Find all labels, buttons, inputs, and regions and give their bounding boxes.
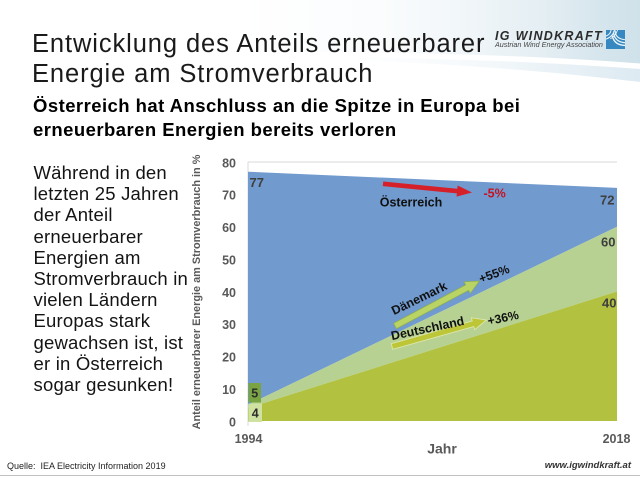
svg-text:+36%: +36% — [486, 308, 520, 328]
svg-text:2018: 2018 — [603, 432, 631, 446]
svg-text:Österreich: Österreich — [380, 195, 443, 210]
svg-text:30: 30 — [222, 318, 236, 332]
svg-text:70: 70 — [222, 189, 236, 203]
svg-text:0: 0 — [229, 415, 236, 429]
svg-text:Jahr: Jahr — [427, 441, 457, 457]
svg-text:77: 77 — [250, 175, 264, 190]
svg-text:1994: 1994 — [235, 432, 263, 446]
svg-text:72: 72 — [600, 193, 614, 208]
svg-text:40: 40 — [222, 286, 236, 300]
svg-text:4: 4 — [252, 407, 259, 421]
svg-text:20: 20 — [222, 351, 236, 365]
svg-text:50: 50 — [222, 253, 236, 267]
svg-text:5: 5 — [251, 387, 258, 401]
svg-text:10: 10 — [222, 383, 236, 397]
svg-text:60: 60 — [601, 235, 615, 250]
svg-text:80: 80 — [222, 156, 236, 170]
svg-text:40: 40 — [602, 296, 616, 311]
svg-text:-5%: -5% — [484, 187, 506, 201]
svg-text:Anteil erneuerbarer Energie am: Anteil erneuerbarer Energie am Stromverb… — [191, 154, 203, 429]
svg-text:60: 60 — [222, 221, 236, 235]
